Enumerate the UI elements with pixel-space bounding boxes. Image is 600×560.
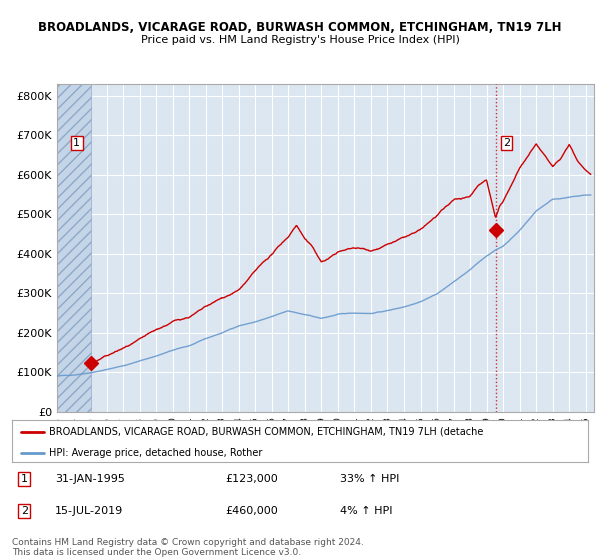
- Text: Contains HM Land Registry data © Crown copyright and database right 2024.
This d: Contains HM Land Registry data © Crown c…: [12, 538, 364, 557]
- Text: 1: 1: [20, 474, 28, 484]
- Text: 2: 2: [20, 506, 28, 516]
- Text: 2: 2: [503, 138, 510, 148]
- Bar: [57, 84, 91, 412]
- Text: BROADLANDS, VICARAGE ROAD, BURWASH COMMON, ETCHINGHAM, TN19 7LH: BROADLANDS, VICARAGE ROAD, BURWASH COMMO…: [38, 21, 562, 34]
- Text: £460,000: £460,000: [225, 506, 278, 516]
- Text: BROADLANDS, VICARAGE ROAD, BURWASH COMMON, ETCHINGHAM, TN19 7LH (detache: BROADLANDS, VICARAGE ROAD, BURWASH COMMO…: [49, 427, 484, 437]
- Bar: [57, 84, 91, 412]
- Text: 1: 1: [73, 138, 80, 148]
- Text: HPI: Average price, detached house, Rother: HPI: Average price, detached house, Roth…: [49, 448, 263, 458]
- Text: £123,000: £123,000: [225, 474, 278, 484]
- Text: Price paid vs. HM Land Registry's House Price Index (HPI): Price paid vs. HM Land Registry's House …: [140, 35, 460, 45]
- Text: 31-JAN-1995: 31-JAN-1995: [55, 474, 125, 484]
- Text: 4% ↑ HPI: 4% ↑ HPI: [340, 506, 393, 516]
- Text: 33% ↑ HPI: 33% ↑ HPI: [340, 474, 400, 484]
- Text: 15-JUL-2019: 15-JUL-2019: [55, 506, 124, 516]
